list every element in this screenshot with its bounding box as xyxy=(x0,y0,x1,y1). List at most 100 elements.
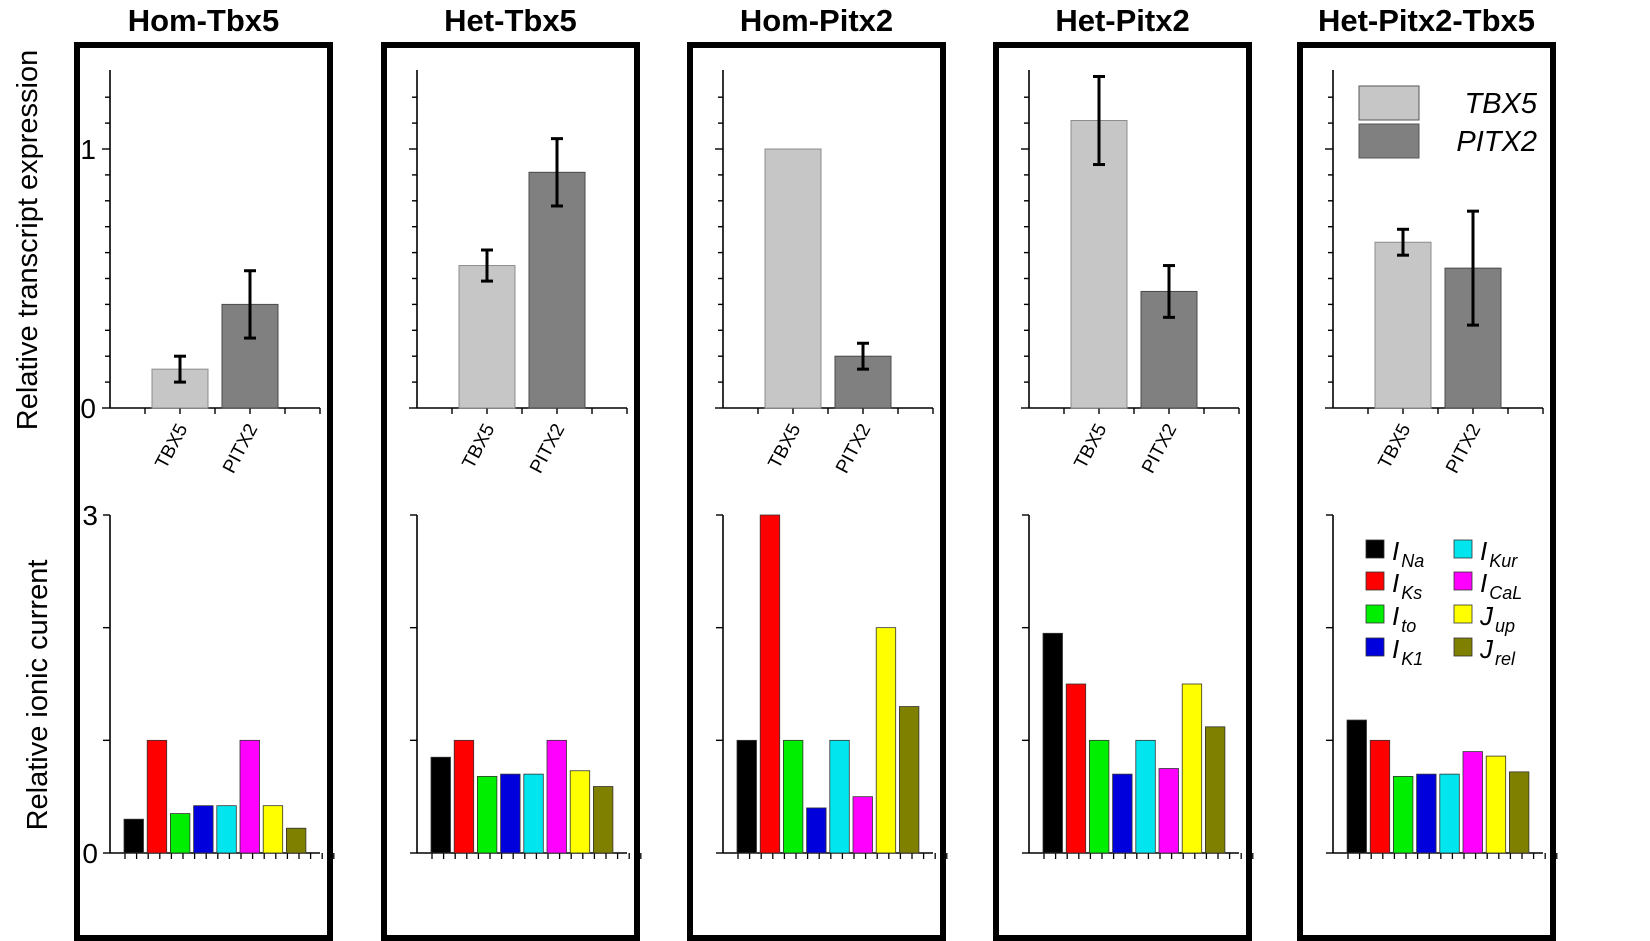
category-label: TBX5 xyxy=(459,420,500,472)
panel-title: Het-Pitx2-Tbx5 xyxy=(1318,3,1535,38)
legend-label: I K1 xyxy=(1392,634,1423,669)
current-bar-i-ks xyxy=(1065,683,1087,854)
legend-subscript: Ks xyxy=(1401,583,1422,603)
expression-bar-tbx5 xyxy=(458,265,516,409)
panel-4: Het-Pitx2 TBX5 PITX2 xyxy=(993,3,1254,941)
legend-base: I xyxy=(1480,568,1487,598)
current-bar-i-kur xyxy=(1439,773,1460,854)
panel-title: Hom-Tbx5 xyxy=(128,3,280,38)
bottom-y-tick-label: 3 xyxy=(82,500,98,531)
current-bar-i-cal xyxy=(852,796,873,854)
legend-label: PITX2 xyxy=(1456,126,1537,158)
panel-2: Het-Tbx5 TBX5 PITX2 xyxy=(381,3,642,941)
legend-subscript: K1 xyxy=(1401,649,1423,669)
panel-frame xyxy=(687,42,946,941)
current-bar-i-k1 xyxy=(193,805,214,854)
current-bar-i-k1 xyxy=(500,773,521,854)
current-bar-i-to xyxy=(169,813,191,854)
current-bar-i-to xyxy=(783,739,804,854)
current-bar-i-kur xyxy=(523,773,544,854)
legend-subscript: Kur xyxy=(1489,551,1518,571)
legend-subscript: to xyxy=(1401,616,1416,636)
current-bar-i-cal xyxy=(239,739,260,854)
panel-3: Hom-Pitx2 TBX5 PITX2 xyxy=(687,3,948,941)
current-bar-i-kur xyxy=(1135,739,1156,854)
category-label: TBX5 xyxy=(765,420,806,472)
legend-base: J xyxy=(1479,634,1494,664)
category-label: PITX2 xyxy=(1138,420,1181,476)
expression-legend: TBX5 PITX2 xyxy=(1358,85,1538,159)
current-bar-j-up xyxy=(1181,683,1203,854)
current-bar-i-k1 xyxy=(1112,773,1133,854)
legend-base: I xyxy=(1480,536,1487,566)
category-label: PITX2 xyxy=(1442,420,1485,476)
legend-swatch-pitx2 xyxy=(1358,123,1420,159)
legend-swatch-tbx5 xyxy=(1358,85,1420,121)
panel-title: Het-Tbx5 xyxy=(444,3,577,38)
current-bar-i-k1 xyxy=(806,807,827,854)
category-label: PITX2 xyxy=(832,420,875,476)
current-bar-j-up xyxy=(1485,755,1507,854)
current-bar-i-na xyxy=(736,739,757,854)
current-bar-i-kur xyxy=(829,739,850,854)
legend-label: I CaL xyxy=(1480,568,1522,603)
legend-swatch-i-kur xyxy=(1453,539,1473,559)
top-y-tick-label: 0 xyxy=(80,393,96,424)
expression-bar-tbx5 xyxy=(1070,120,1128,409)
legend-subscript: Na xyxy=(1401,551,1424,571)
legend-swatch-i-to xyxy=(1365,604,1385,624)
legend-swatch-i-k1 xyxy=(1365,637,1385,657)
legend-base: I xyxy=(1392,568,1399,598)
current-bar-j-rel xyxy=(899,706,920,854)
legend-base: I xyxy=(1392,536,1399,566)
current-bar-j-up xyxy=(875,627,897,854)
legend-base: I xyxy=(1392,601,1399,631)
legend-base: I xyxy=(1392,634,1399,664)
current-bar-j-up xyxy=(262,805,284,854)
current-bar-i-to xyxy=(1089,739,1110,854)
y-label-expression: Relative transcript expression xyxy=(12,50,44,430)
category-label: TBX5 xyxy=(1375,420,1416,472)
category-label: TBX5 xyxy=(152,420,193,472)
panel-1: Hom-Tbx5 0 1 TBX5 PITX2 0 3 xyxy=(74,3,335,941)
panel-title: Het-Pitx2 xyxy=(1055,3,1189,38)
legend-label: I Kur xyxy=(1480,536,1518,571)
legend-label: TBX5 xyxy=(1464,88,1537,120)
legend-label: I Ks xyxy=(1392,568,1422,603)
current-bar-j-rel xyxy=(1509,771,1530,854)
current-bar-i-na xyxy=(430,756,451,854)
current-bar-j-rel xyxy=(593,786,614,854)
top-y-tick-label: 1 xyxy=(80,134,96,165)
current-bar-i-cal xyxy=(1158,768,1179,854)
current-bar-i-ks xyxy=(146,739,168,854)
legend-swatch-j-up xyxy=(1453,604,1473,624)
legend-swatch-i-ks xyxy=(1365,571,1385,591)
legend-swatch-i-na xyxy=(1365,539,1385,559)
legend-subscript: CaL xyxy=(1489,583,1522,603)
legend-label: I Na xyxy=(1392,536,1424,571)
current-bar-i-ks xyxy=(1369,739,1391,854)
legend-subscript: up xyxy=(1495,616,1515,636)
bottom-y-tick-label: 0 xyxy=(82,838,98,869)
panel-frame xyxy=(1297,42,1556,941)
current-bar-i-ks xyxy=(759,514,781,854)
current-bar-i-to xyxy=(476,775,498,854)
legend-swatch-i-cal xyxy=(1453,571,1473,591)
legend-swatch-j-rel xyxy=(1453,637,1473,657)
y-label-current: Relative ionic current xyxy=(22,560,54,831)
current-bar-i-na xyxy=(1042,632,1063,854)
expression-bar-tbx5 xyxy=(764,148,822,409)
current-bar-i-cal xyxy=(1462,751,1483,854)
panel-frame xyxy=(993,42,1252,941)
legend-base: J xyxy=(1479,601,1494,631)
expression-bar-tbx5 xyxy=(1374,241,1432,409)
panel-frame xyxy=(381,42,640,941)
expression-bar-pitx2 xyxy=(528,171,586,409)
current-bar-i-ks xyxy=(453,739,475,854)
current-bar-i-to xyxy=(1393,775,1414,854)
legend-subscript: rel xyxy=(1495,649,1516,669)
